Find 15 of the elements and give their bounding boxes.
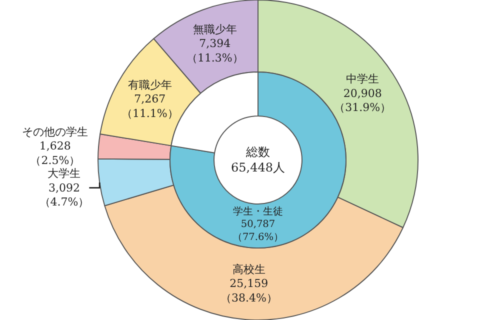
slice-label: 学生・生徒 <box>233 205 283 218</box>
slice-label: 高校生 <box>232 262 266 276</box>
data-label: 3,092 （4.7%） <box>39 181 90 209</box>
slice-label: 中学生 <box>346 72 380 86</box>
slice-label: その他の学生 <box>22 125 88 138</box>
slice-label: 大学生 <box>48 167 81 180</box>
data-label: 20,908 （31.9%） <box>334 86 392 114</box>
slice-label: 有職少年 <box>128 78 172 92</box>
slice-label: 無職少年 <box>192 22 237 36</box>
data-label: 25,159 （38.4%） <box>220 277 278 304</box>
data-label: 50,787 （77.6%） <box>232 219 284 243</box>
text: 総数 65,448人 <box>231 145 285 175</box>
data-label: 1,628 （2.5%） <box>30 140 80 168</box>
data-label: 7,394 （11.3%） <box>186 37 244 65</box>
data-label: 7,267 （11.1%） <box>121 92 178 120</box>
